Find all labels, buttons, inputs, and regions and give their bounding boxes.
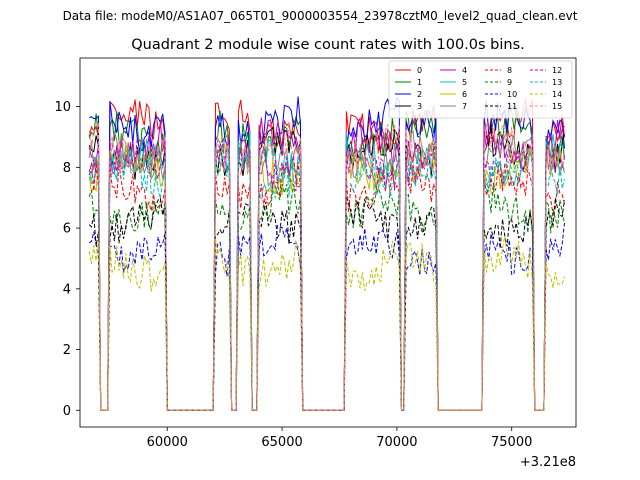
x-tick-label: 60000	[147, 435, 188, 450]
legend-label-6: 6	[462, 90, 467, 99]
series-line-15	[88, 121, 565, 411]
legend-label-7: 7	[462, 102, 467, 111]
legend-label-9: 9	[507, 78, 512, 87]
legend-label-0: 0	[417, 66, 422, 75]
legend-label-1: 1	[417, 78, 422, 87]
series-layer	[88, 96, 565, 411]
legend-label-15: 15	[552, 102, 562, 111]
y-tick-label: 4	[63, 282, 71, 297]
legend-label-11: 11	[507, 102, 517, 111]
legend-label-8: 8	[507, 66, 512, 75]
y-tick-label: 8	[63, 161, 71, 176]
x-tick-label: 75000	[491, 435, 532, 450]
legend-label-10: 10	[507, 90, 517, 99]
series-line-14	[88, 236, 565, 411]
y-tick-label: 0	[63, 404, 71, 419]
legend-label-4: 4	[462, 66, 467, 75]
chart-title: Quadrant 2 module wise count rates with …	[131, 37, 525, 53]
y-tick-label: 6	[63, 222, 71, 237]
legend-label-14: 14	[552, 90, 562, 99]
legend-frame	[388, 60, 573, 119]
x-axis-offset-label: +3.21e8	[520, 455, 576, 470]
legend-label-12: 12	[552, 66, 562, 75]
x-tick-label: 70000	[376, 435, 417, 450]
y-tick-label: 2	[63, 343, 71, 358]
axes-frame	[79, 57, 577, 428]
y-axis-ticks: 0 2 4 6 8 10	[54, 100, 80, 419]
y-tick-label: 10	[54, 100, 71, 115]
series-line-8	[88, 161, 565, 411]
legend-label-2: 2	[417, 90, 422, 99]
series-line-12	[88, 136, 565, 411]
legend-label-5: 5	[462, 78, 467, 87]
x-axis-ticks: 60000 65000 70000 75000	[147, 427, 532, 450]
legend-label-13: 13	[552, 78, 562, 87]
chart-suptitle: Data file: modeM0/AS1A07_065T01_90000035…	[63, 9, 578, 23]
legend-label-3: 3	[417, 102, 422, 111]
x-tick-label: 65000	[261, 435, 302, 450]
